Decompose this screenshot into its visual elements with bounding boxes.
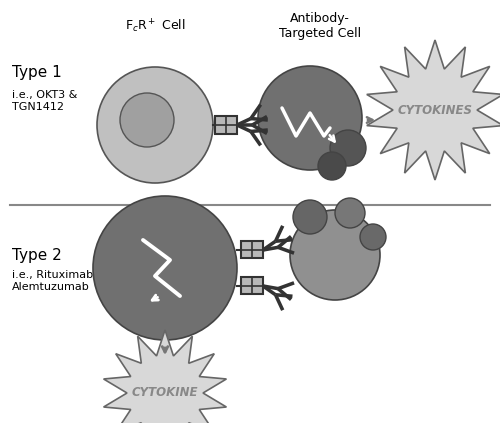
Text: i.e., Rituximab &
Alemtuzumab: i.e., Rituximab & Alemtuzumab [12,270,106,291]
Circle shape [120,93,174,147]
FancyBboxPatch shape [215,116,237,134]
Text: CYTOKINE: CYTOKINE [132,387,198,399]
Polygon shape [367,40,500,180]
Circle shape [330,130,366,166]
Circle shape [335,198,365,228]
Text: CYTOKINES: CYTOKINES [398,104,472,116]
Circle shape [93,196,237,340]
FancyBboxPatch shape [241,242,263,258]
Text: F$_c$R$^+$ Cell: F$_c$R$^+$ Cell [124,18,186,36]
Text: Type 1: Type 1 [12,65,62,80]
Text: Type 2: Type 2 [12,248,62,263]
Text: i.e., OKT3 &
TGN1412: i.e., OKT3 & TGN1412 [12,90,78,112]
Circle shape [318,152,346,180]
Circle shape [258,66,362,170]
Text: Antibody-
Targeted Cell: Antibody- Targeted Cell [279,12,361,40]
Circle shape [290,210,380,300]
Polygon shape [104,330,226,423]
Circle shape [293,200,327,234]
Circle shape [360,224,386,250]
FancyBboxPatch shape [241,277,263,294]
Circle shape [97,67,213,183]
